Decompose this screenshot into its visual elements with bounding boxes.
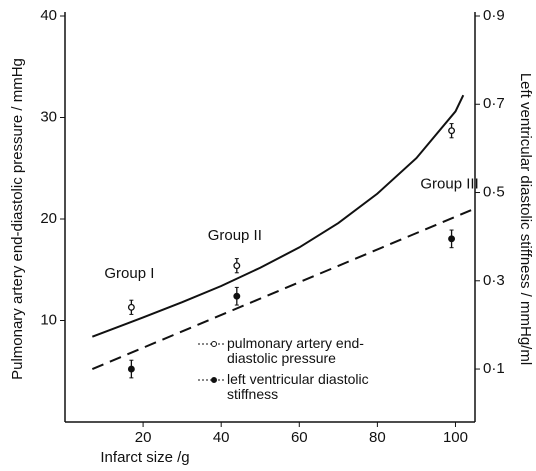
y2-tick-label: 0·1 — [483, 360, 505, 377]
y-tick-label: 20 — [40, 210, 57, 227]
x-tick-label: 20 — [135, 429, 152, 446]
y2-axis-label: Left ventricular diastolic stiffness / m… — [517, 73, 534, 365]
group-label: Group II — [208, 227, 262, 244]
x-tick-label: 60 — [291, 429, 308, 446]
data-point — [127, 365, 135, 373]
legend-marker — [211, 341, 217, 347]
data-point — [127, 303, 135, 311]
group-label: Group III — [420, 175, 478, 192]
data-point — [448, 127, 456, 135]
data-point — [233, 292, 241, 300]
y-tick-label: 40 — [40, 7, 57, 24]
y2-tick-label: 0·3 — [483, 272, 505, 289]
y2-tick-label: 0·5 — [483, 183, 505, 200]
y-axis-label: Pulmonary artery end-diastolic pressure … — [9, 58, 26, 380]
y2-tick-label: 0·9 — [483, 7, 505, 24]
y-tick-label: 10 — [40, 311, 57, 328]
x-tick-label: 80 — [369, 429, 386, 446]
data-point — [448, 235, 456, 243]
x-axis-label: Infarct size /g — [100, 449, 189, 466]
y2-tick-label: 0·7 — [483, 95, 505, 112]
legend-entry: left ventricular diastolic stiffness — [227, 371, 369, 402]
fit-line — [91, 94, 465, 338]
group-label: Group I — [104, 265, 154, 282]
x-tick-label: 100 — [443, 429, 468, 446]
fit-line — [91, 209, 472, 370]
x-tick-label: 40 — [213, 429, 230, 446]
legend-marker — [211, 377, 217, 383]
data-point — [233, 262, 241, 270]
y-tick-label: 30 — [40, 108, 57, 125]
legend-entry: pulmonary artery end-diastolic pressure — [227, 335, 364, 366]
